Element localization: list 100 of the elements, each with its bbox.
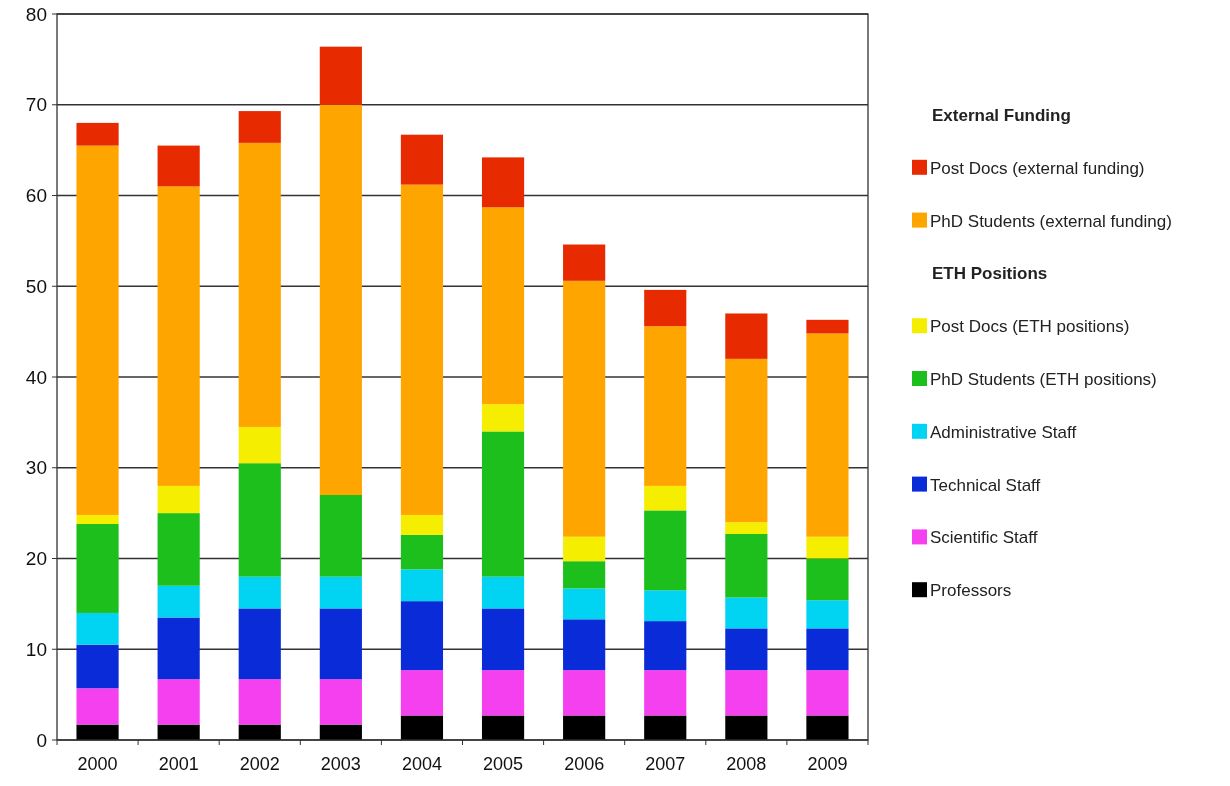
bar [157,145,200,187]
bar [806,536,849,559]
bar [238,679,281,725]
text: External Funding [932,105,1071,125]
bar [157,585,200,618]
legend-label: Post Docs (ETH positions) [930,317,1130,337]
bar [400,715,444,740]
bar [319,724,362,740]
bar [563,670,606,716]
legend-label: Post Docs (external funding) [930,158,1145,178]
bar [238,608,281,680]
text: ETH Positions [932,264,1048,284]
bar [400,670,444,716]
bar [319,46,362,105]
y-tick-label: 40 [25,366,47,388]
bar [806,628,849,671]
bar [644,510,687,591]
bar [319,679,362,725]
bar [725,597,768,629]
x-tick-label: 2007 [645,754,686,774]
bar [76,145,119,515]
bar [481,608,525,671]
bar [157,513,200,586]
x-tick-label: 2005 [483,754,524,774]
bar [563,536,606,562]
bar [481,670,525,716]
legend-label: PhD Students (external funding) [930,211,1172,231]
legend-label: PhD Students (ETH positions) [930,369,1157,389]
bar [563,280,606,537]
bar [76,612,119,645]
bar [806,670,849,716]
x-tick-label: 2006 [564,754,605,774]
bar [319,576,362,609]
legend-label: Scientific Staff [930,528,1038,548]
y-tick-label: 10 [25,638,47,660]
bar [563,244,606,281]
x-tick-label: 2009 [807,754,848,774]
bar [644,621,687,671]
bar [157,617,200,680]
bar [725,628,768,671]
bar [644,670,687,716]
x-tick-label: 2000 [77,754,118,774]
bar [481,157,525,208]
bar [644,326,687,486]
bar [400,534,444,570]
bar [76,688,119,725]
bar [400,184,444,515]
x-tick-label: 2003 [320,754,361,774]
bar [400,601,444,671]
bar [400,569,444,602]
bar [238,576,281,609]
bar [238,111,281,143]
bar [725,534,768,598]
legend-label: Technical Staff [930,475,1041,495]
y-tick-label: 60 [25,185,47,207]
bar [806,333,849,537]
bar [400,514,444,535]
bar [76,524,119,613]
bar [76,724,119,740]
bar [806,715,849,740]
bar [563,588,606,620]
bar [76,514,119,525]
bar [157,186,200,486]
bar [481,207,525,405]
bar [238,724,281,740]
bar [644,485,687,511]
y-tick-label: 70 [25,94,47,116]
bar [76,644,119,689]
y-tick-label: 80 [25,3,47,25]
bar [725,670,768,716]
bar [481,715,525,740]
bar [563,619,606,671]
bar [725,358,768,523]
bar [725,313,768,359]
bar [806,319,849,334]
legend-label: Professors [930,581,1012,601]
bar [319,494,362,577]
y-tick-label: 20 [25,548,47,570]
bar [319,608,362,680]
bar [725,522,768,534]
bar [806,600,849,629]
bar [400,134,444,185]
bar [481,404,525,432]
bar [157,724,200,740]
y-tick-label: 50 [25,275,47,297]
x-tick-label: 2001 [158,754,199,774]
bar [481,431,525,577]
bar [644,590,687,622]
bar [76,122,119,146]
legend-label: Administrative Staff [930,422,1077,442]
x-tick-label: 2008 [726,754,767,774]
bar [644,715,687,740]
x-tick-label: 2002 [239,754,280,774]
bar [319,104,362,495]
y-tick-label: 30 [25,457,47,479]
bar [157,485,200,514]
x-tick-label: 2004 [401,754,442,774]
bar [725,715,768,740]
y-tick-label: 0 [36,729,47,751]
bar [238,426,281,464]
